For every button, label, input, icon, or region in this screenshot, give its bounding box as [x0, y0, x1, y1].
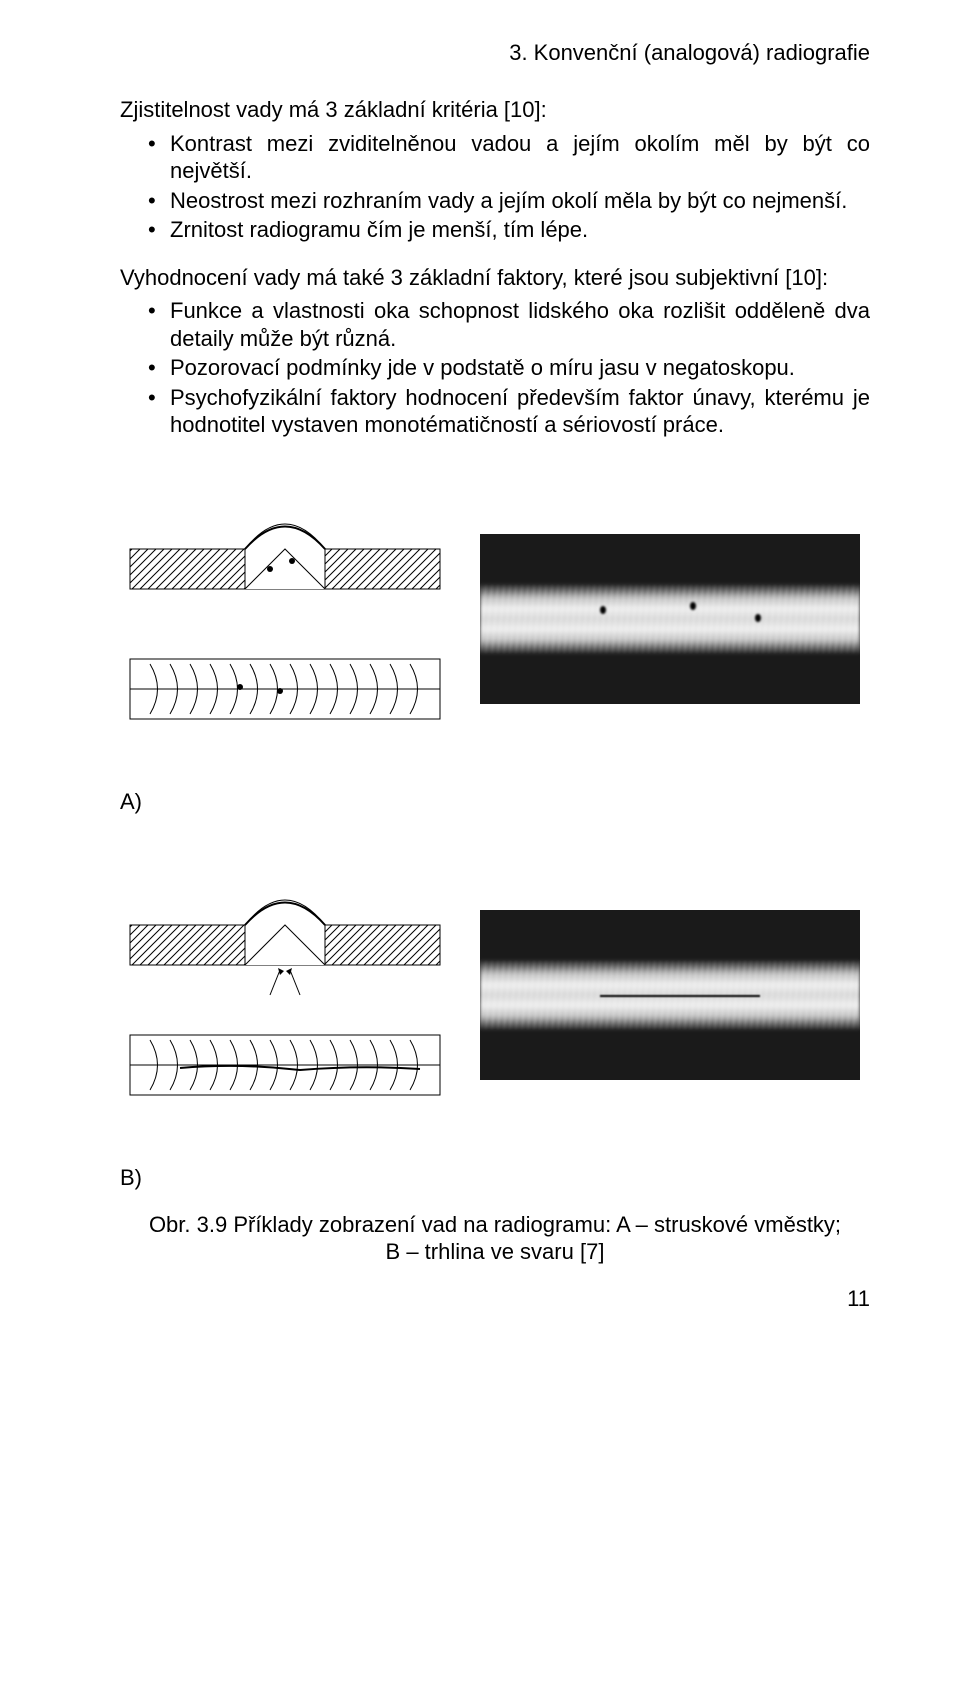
list-item: Funkce a vlastnosti oka schopnost lidské… — [120, 297, 870, 352]
figure-a-label: A) — [120, 789, 870, 815]
figure-caption: Obr. 3.9 Příklady zobrazení vad na radio… — [120, 1211, 870, 1266]
figure-a-row — [120, 489, 870, 749]
caption-line-1: Obr. 3.9 Příklady zobrazení vad na radio… — [149, 1212, 841, 1237]
list-item: Kontrast mezi zviditelněnou vadou a její… — [120, 130, 870, 185]
criteria-list: Kontrast mezi zviditelněnou vadou a její… — [120, 130, 870, 244]
list-item: Pozorovací podmínky jde v podstatě o mír… — [120, 354, 870, 382]
radiograph-b — [480, 910, 860, 1080]
weld-diagram-b — [120, 865, 450, 1125]
figure-b-label: B) — [120, 1165, 870, 1191]
page-number: 11 — [120, 1286, 870, 1312]
list-item: Neostrost mezi rozhraním vady a jejím ok… — [120, 187, 870, 215]
caption-line-2: B – trhlina ve svaru [7] — [386, 1239, 605, 1264]
list-item: Psychofyzikální faktory hodnocení předev… — [120, 384, 870, 439]
page: 3. Konvenční (analogová) radiografie Zji… — [0, 0, 960, 1352]
list-item: Zrnitost radiogramu čím je menší, tím lé… — [120, 216, 870, 244]
intro-paragraph-1: Zjistitelnost vady má 3 základní kritéri… — [120, 96, 870, 124]
factors-list: Funkce a vlastnosti oka schopnost lidské… — [120, 297, 870, 439]
figure-b-row — [120, 865, 870, 1125]
figure-a: A) — [120, 489, 870, 815]
intro-paragraph-2: Vyhodnocení vady má také 3 základní fakt… — [120, 264, 870, 292]
section-header: 3. Konvenční (analogová) radiografie — [120, 40, 870, 66]
weld-diagram-a — [120, 489, 450, 749]
radiograph-a — [480, 534, 860, 704]
figure-b: B) — [120, 865, 870, 1191]
